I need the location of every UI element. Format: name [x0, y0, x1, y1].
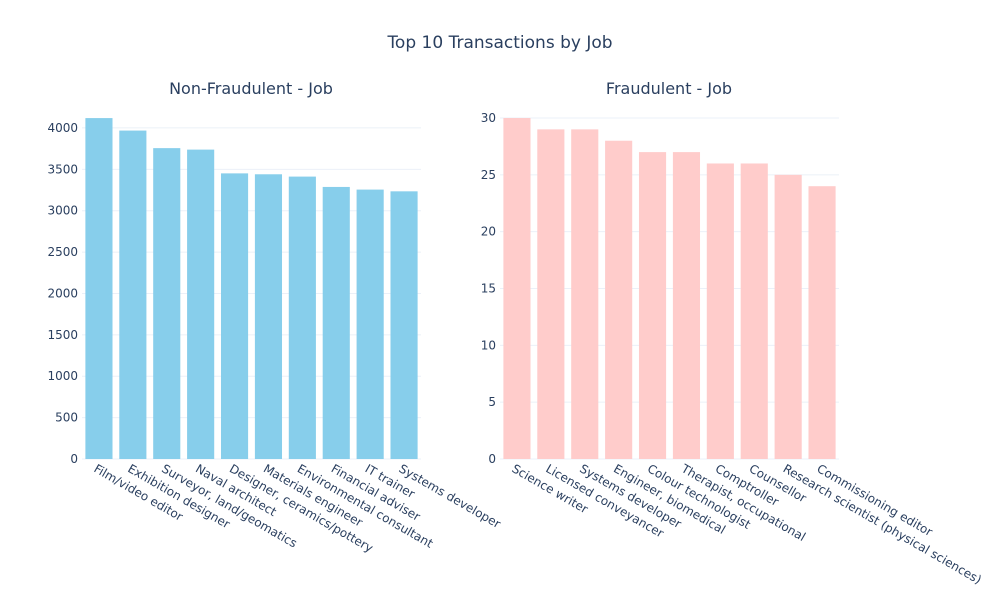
non-fraud-bar	[153, 148, 181, 459]
fraud-y-tick-label: 0	[488, 452, 496, 466]
non-fraud-bar	[119, 130, 147, 460]
chart-title: Top 10 Transactions by Job	[387, 33, 613, 53]
fraud-bar	[537, 129, 565, 459]
non-fraud-bar	[322, 186, 350, 460]
fraud-y-tick-label: 10	[481, 338, 496, 352]
non-fraud-bar	[85, 118, 113, 459]
non-fraud-bar	[220, 173, 249, 460]
non-fraud-y-tick-label: 3000	[47, 204, 78, 218]
non-fraud-y-tick-label: 2000	[47, 286, 78, 300]
fraud-bar	[706, 163, 734, 459]
non-fraud-y-tick-label: 1500	[47, 328, 78, 342]
non-fraud-y-tick-label: 1000	[47, 369, 78, 383]
fraud-bar	[605, 140, 633, 459]
non-fraudulent-panel: Non-Fraudulent - Job 0 500 1000 1500 2000 2500…	[47, 79, 503, 555]
non-fraud-bar	[288, 176, 316, 459]
non-fraud-y-tick-label: 4000	[47, 121, 78, 135]
non-fraud-subplot-title: Non-Fraudulent - Job	[169, 79, 333, 98]
fraud-subplot-title: Fraudulent - Job	[606, 79, 732, 98]
fraud-bar	[672, 152, 701, 459]
non-fraud-y-tick-label: 0	[70, 452, 78, 466]
fraud-bar	[503, 118, 531, 459]
non-fraud-y-tick-label: 500	[55, 411, 78, 425]
non-fraud-bar	[187, 149, 215, 459]
non-fraud-y-tick-label: 2500	[47, 245, 78, 259]
non-fraud-bar	[254, 174, 283, 459]
non-fraud-bar	[390, 191, 418, 460]
fraud-bar	[808, 186, 836, 459]
fraud-bar	[571, 129, 599, 459]
non-fraud-bar	[356, 189, 384, 459]
fraud-bar	[740, 163, 768, 459]
fraud-bar	[638, 152, 667, 459]
fraud-x-tick-label: Research scientist (physical sciences)	[781, 461, 984, 586]
fraud-y-tick-label: 5	[488, 395, 496, 409]
fraud-y-tick-label: 25	[481, 168, 496, 182]
fraud-bar	[774, 174, 802, 460]
fraud-y-tick-label: 15	[481, 282, 496, 296]
fraud-y-tick-label: 20	[481, 225, 496, 239]
fraud-y-tick-label: 30	[481, 111, 496, 125]
non-fraud-y-tick-label: 3500	[47, 162, 78, 176]
